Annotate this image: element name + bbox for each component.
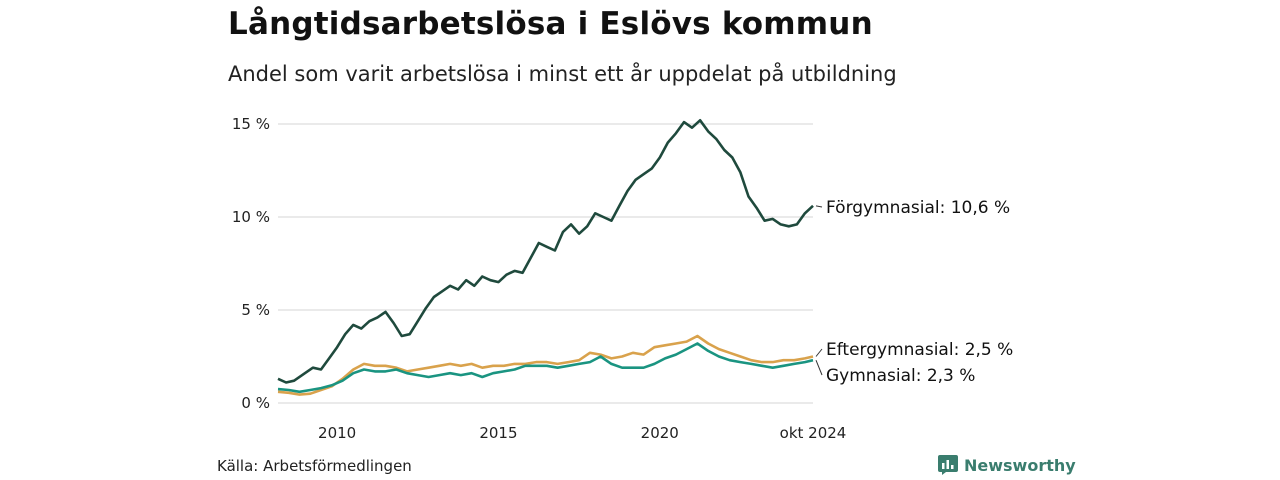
x-tick-label: 2020: [641, 424, 679, 442]
leader-line: [815, 348, 823, 357]
brand-name: Newsworthy: [964, 455, 1076, 475]
x-axis: 2010 2015 2020 okt 2024: [318, 424, 846, 442]
series-layer: [277, 119, 814, 396]
y-tick-label: 0 %: [241, 394, 270, 412]
end-labels: Förgymnasial: 10,6 % Eftergymnasial: 2,5 …: [815, 198, 1013, 386]
series-end-label: Eftergymnasial: 2,5 %: [826, 340, 1013, 360]
y-tick-label: 5 %: [241, 301, 270, 319]
chart-title: Långtidsarbetslösa i Eslövs kommun: [228, 6, 873, 42]
series-line-förgymnasial: [277, 119, 814, 384]
x-tick-label: okt 2024: [780, 424, 847, 442]
x-tick-label: 2010: [318, 424, 356, 442]
y-tick-label: 10 %: [232, 208, 270, 226]
grid-layer: [278, 123, 813, 404]
chart-subtitle: Andel som varit arbetslösa i minst ett å…: [228, 62, 897, 86]
series-end-label: Förgymnasial: 10,6 %: [826, 198, 1010, 218]
series-line-gymnasial: [277, 342, 814, 394]
leader-line: [815, 360, 823, 376]
y-tick-label: 15 %: [232, 115, 270, 133]
series-line-eftergymnasial: [277, 334, 814, 396]
series-end-label: Gymnasial: 2,3 %: [826, 366, 975, 386]
y-axis: 0 % 5 % 10 % 15 %: [232, 115, 270, 412]
leader-line: [815, 205, 823, 208]
source-note: Källa: Arbetsförmedlingen: [217, 457, 412, 475]
x-tick-label: 2015: [479, 424, 517, 442]
brand-logo[interactable]: Newsworthy: [938, 455, 1076, 475]
bar-chart-logo-icon: [938, 455, 958, 475]
